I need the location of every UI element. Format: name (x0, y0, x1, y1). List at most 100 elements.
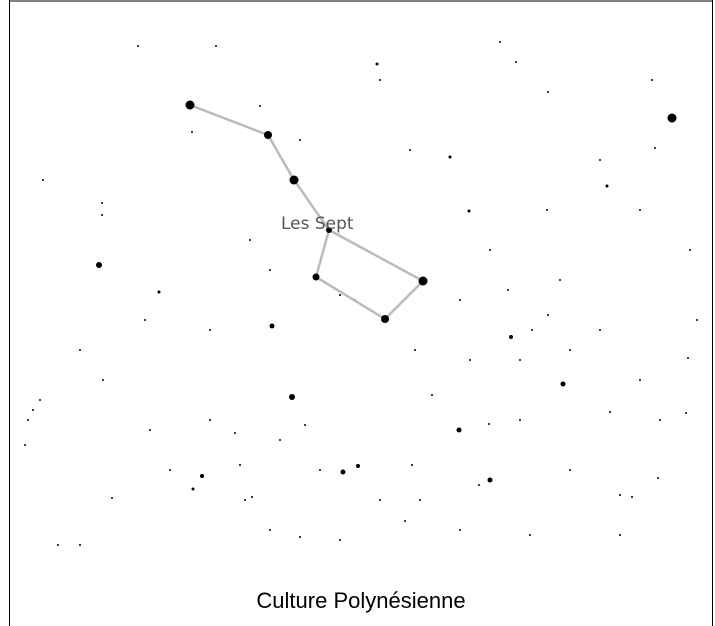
star (24, 444, 26, 446)
star (651, 79, 653, 81)
star (279, 439, 281, 441)
star (667, 113, 677, 123)
star (599, 159, 601, 161)
star (659, 419, 661, 421)
star (379, 79, 381, 81)
star (499, 41, 501, 43)
stars (24, 41, 698, 546)
constellation-star (289, 175, 299, 185)
star (559, 279, 561, 281)
star (137, 45, 139, 47)
star (569, 469, 571, 471)
star (319, 469, 321, 471)
star (560, 381, 566, 387)
star (157, 290, 161, 294)
star (685, 412, 687, 414)
star (169, 469, 171, 471)
constellation-stars (185, 100, 428, 323)
star (209, 419, 211, 421)
star (249, 239, 251, 241)
star (57, 544, 59, 546)
star (696, 319, 698, 321)
star (39, 399, 41, 401)
star (244, 499, 246, 501)
star (619, 494, 621, 496)
star (149, 429, 151, 431)
star (200, 474, 204, 478)
star (507, 289, 509, 291)
star (411, 464, 413, 466)
star (459, 529, 461, 531)
constellation-star (312, 273, 320, 281)
star (239, 464, 241, 466)
star (609, 411, 611, 413)
star (191, 131, 193, 133)
constellation-label: Les Sept (281, 214, 354, 234)
star (299, 536, 301, 538)
star (519, 359, 521, 361)
star (456, 427, 462, 433)
star (489, 249, 491, 251)
star (478, 484, 480, 486)
star (79, 349, 81, 351)
star (654, 147, 656, 149)
star (111, 497, 113, 499)
star (509, 335, 513, 339)
star (414, 349, 416, 351)
star (269, 323, 275, 329)
star (631, 496, 633, 498)
star (547, 91, 549, 93)
star (289, 394, 295, 400)
star (639, 379, 641, 381)
star (191, 487, 195, 491)
star (599, 329, 601, 331)
star (102, 379, 104, 381)
star (209, 329, 211, 331)
star (689, 249, 691, 251)
star (431, 394, 433, 396)
star (269, 529, 271, 531)
star (304, 424, 306, 426)
star (27, 419, 29, 421)
star (339, 294, 341, 296)
star (101, 214, 103, 216)
star (531, 329, 533, 331)
star (96, 262, 102, 268)
star (409, 149, 411, 151)
star (467, 209, 471, 213)
star (529, 534, 531, 536)
star (269, 269, 271, 271)
star (144, 319, 146, 321)
star (515, 61, 517, 63)
star (488, 423, 490, 425)
star (469, 359, 471, 361)
star (605, 184, 609, 188)
caption: Culture Polynésienne (256, 588, 466, 613)
star (339, 539, 341, 541)
star (379, 499, 381, 501)
star (419, 499, 421, 501)
star (404, 520, 406, 522)
constellation-star (418, 276, 428, 286)
star (459, 299, 461, 301)
star (234, 432, 236, 434)
constellation-star (185, 100, 195, 110)
star (569, 349, 571, 351)
star (657, 477, 659, 479)
star (639, 209, 641, 211)
star (687, 357, 689, 359)
star (101, 202, 103, 204)
star (487, 477, 493, 483)
star (42, 179, 44, 181)
star (619, 534, 621, 536)
constellation-star (326, 227, 332, 233)
star (356, 464, 360, 468)
star (251, 496, 253, 498)
star (546, 209, 548, 211)
constellation-star (264, 131, 272, 139)
star (215, 45, 217, 47)
star (32, 409, 34, 411)
